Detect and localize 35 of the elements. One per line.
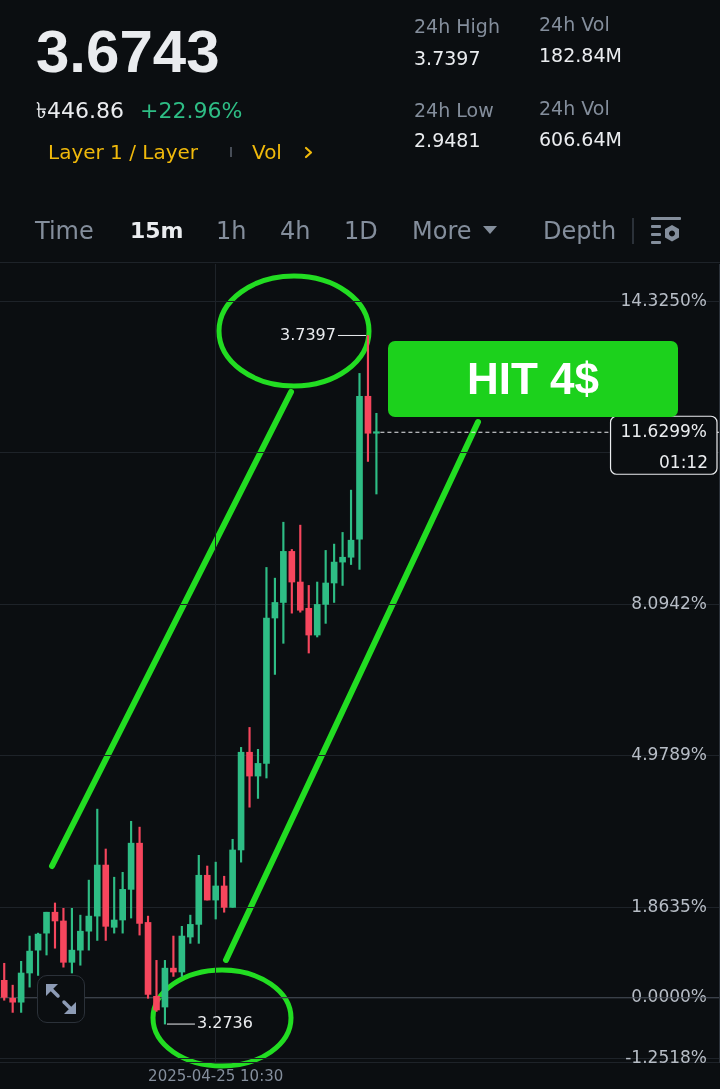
text: 1D: [344, 217, 378, 245]
annotation: HIT 4$: [466, 354, 600, 403]
text: 1h: [216, 217, 247, 245]
text: Time: [35, 217, 94, 245]
text: 24h High: [414, 14, 500, 37]
callout-box: HIT 4$: [388, 341, 678, 417]
text: +22.96%: [140, 98, 243, 123]
y-tick-label: 1.8635%: [631, 895, 707, 916]
text: Layer 1 / Layer: [48, 140, 199, 164]
ref-line-label: 11.6299%: [620, 420, 707, 441]
annotation: 3.7397: [279, 324, 336, 344]
text: 15m: [130, 218, 184, 243]
candlestick: [153, 960, 160, 1012]
text: 2.9481: [414, 128, 481, 151]
x-tick-label: 2025-04-25 10:30: [148, 1066, 284, 1085]
text: 4h: [280, 217, 311, 245]
candlestick: [246, 727, 253, 808]
y-tick-label: 8.0942%: [631, 592, 707, 613]
chart-title: 3.6743: [36, 18, 220, 85]
annotation: 01:12: [659, 451, 708, 472]
text: 182.84M: [539, 43, 622, 66]
text: Vol: [252, 140, 282, 164]
text: 606.64M: [539, 127, 622, 150]
y-tick-label: 0.0000%: [631, 986, 707, 1007]
y-tick-label: 4.9789%: [631, 744, 707, 765]
text: More: [412, 217, 472, 245]
text: 24h Vol: [539, 96, 610, 119]
text: 24h Low: [414, 98, 494, 121]
text: 24h Vol: [539, 12, 610, 35]
annotation: 3.2736: [196, 1013, 253, 1033]
text: 3.7397: [414, 46, 481, 69]
y-tick-label: 14.3250%: [620, 289, 707, 310]
y-tick-label: -1.2518%: [625, 1047, 707, 1068]
text: ৳446.86: [36, 98, 124, 123]
text: Depth: [543, 217, 617, 245]
